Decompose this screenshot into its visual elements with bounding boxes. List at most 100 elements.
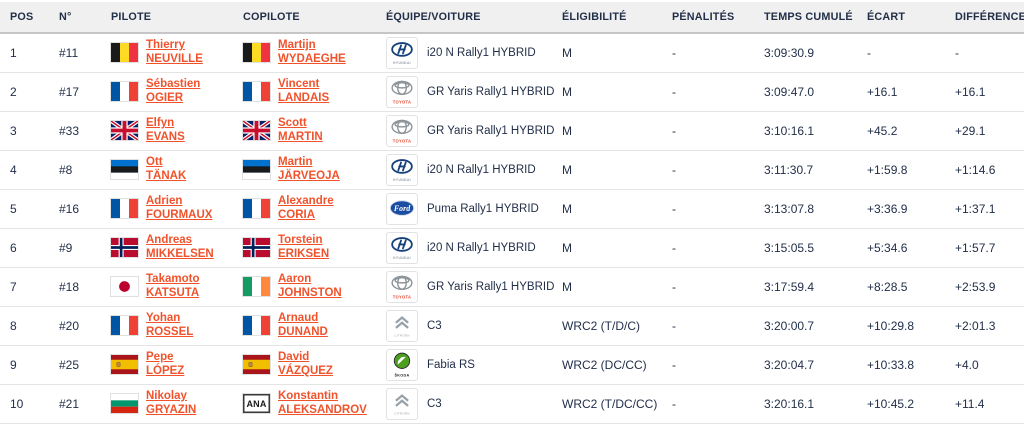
pilot-link[interactable]: Adrien FOURMAUX [146,195,212,222]
cumulative-time-cell: 3:20:16.1 [752,384,855,424]
pilot-link[interactable]: Nikolay GRYAZIN [146,390,196,417]
eligibility-value: M [562,45,572,60]
team-car-cell: HYUNDAI i20 N Rally1 HYBRID [374,150,550,190]
pilot-first-name: Adrien [146,195,183,207]
copilot-link[interactable]: Vincent LANDAIS [278,78,329,105]
car-number-cell: #33 [47,111,99,151]
copilot-link[interactable]: Martijn WYDAEGHE [278,39,346,66]
pilot-link[interactable]: Yohan ROSSEL [146,312,193,339]
difference-cell: +1:14.6 [943,150,1024,190]
gap-cell: +8:28.5 [855,267,943,307]
copilot-link[interactable]: Arnaud DUNAND [278,312,328,339]
penalties-value: - [672,396,676,411]
cumulative-time-cell: 3:10:16.1 [752,111,855,151]
table-row: 8 #20 Yohan ROSSEL Arnaud DUNAND C [0,306,1024,346]
cumulative-time-value: 3:11:30.7 [764,162,814,177]
pilot-link[interactable]: Takamoto KATSUTA [146,273,199,300]
copilot-flag-icon [243,82,270,101]
car-number-cell: #16 [47,189,99,229]
difference-cell: +4.0 [943,345,1024,385]
team-car-cell: HYUNDAI i20 N Rally1 HYBRID [374,228,550,268]
eligibility-value: WRC2 (T/D/C) [562,318,640,333]
eligibility-cell: M [550,111,660,151]
pilot-cell: Sébastien OGIER [99,72,231,112]
penalties-value: - [672,123,676,138]
cumulative-time-value: 3:09:30.9 [764,45,815,60]
pilot-last-name: NEUVILLE [146,52,203,65]
copilot-link[interactable]: David VÁZQUEZ [278,351,333,378]
copilot-link[interactable]: Konstantin ALEKSANDROV [278,390,367,417]
position-cell: 1 [0,33,47,73]
position-value: 2 [10,84,17,99]
gap-cell: +10:33.8 [855,345,943,385]
difference-cell: +11.4 [943,384,1024,424]
copilot-first-name: Martijn [278,39,316,52]
pilot-link[interactable]: Elfyn EVANS [146,117,185,144]
gap-cell: +3:36.9 [855,189,943,229]
pilot-cell: Pepe LÓPEZ [99,345,231,385]
cumulative-time-cell: 3:20:04.7 [752,345,855,385]
penalties-cell: - [660,267,752,307]
difference-value: +2:01.3 [955,318,996,333]
citroen-logo-icon: CITROËN [386,387,418,420]
team-car-cell: TOYOTA GR Yaris Rally1 HYBRID [374,267,554,307]
gap-cell: +1:59.8 [855,150,943,190]
car-number-value: #33 [59,123,80,138]
pilot-first-name: Sébastien [146,78,201,90]
car-number-value: #9 [59,240,73,255]
car-number-cell: #9 [47,228,99,268]
car-number-value: #11 [59,45,79,60]
copilot-last-name: ALEKSANDROV [278,403,367,416]
copilot-link[interactable]: Aaron JOHNSTON [278,273,342,300]
copilot-flag-icon [243,238,270,257]
copilot-link[interactable]: Scott MARTIN [278,117,323,144]
gap-value: +10:33.8 [867,357,915,372]
gap-value: +10:45.2 [867,396,915,411]
pilot-flag-icon [111,316,138,335]
car-number-cell: #25 [47,345,99,385]
pilot-link[interactable]: Sébastien OGIER [146,78,200,105]
pilot-first-name: Yohan [146,312,181,324]
pilot-cell: Adrien FOURMAUX [99,189,231,229]
cumulative-time-cell: 3:20:00.7 [752,306,855,346]
copilot-first-name: Alexandre [278,195,334,207]
pilot-link[interactable]: Pepe LÓPEZ [146,351,184,378]
svg-text:CITROËN: CITROËN [394,411,409,415]
cumulative-time-cell: 3:13:07.8 [752,189,855,229]
eligibility-cell: M [550,33,660,73]
eligibility-cell: M [550,189,660,229]
pilot-link[interactable]: Andreas MIKKELSEN [146,234,214,261]
position-cell: 7 [0,267,47,307]
difference-value: +16.1 [955,84,986,99]
copilot-link[interactable]: Alexandre CORIA [278,195,334,222]
svg-text:HYUNDAI: HYUNDAI [393,177,411,181]
position-cell: 4 [0,150,47,190]
position-value: 10 [10,396,24,411]
toyota-logo-icon: TOYOTA [386,270,418,303]
pilot-first-name: Pepe [146,351,174,363]
copilot-last-name: ERIKSEN [278,247,330,260]
position-cell: 9 [0,345,47,385]
pilot-link[interactable]: Ott TÄNAK [146,156,186,183]
pilot-flag-icon [111,43,138,63]
copilot-cell: Aaron JOHNSTON [231,267,374,307]
pilot-cell: Nikolay GRYAZIN [99,384,231,424]
pilot-link[interactable]: Thierry NEUVILLE [146,39,203,66]
difference-value: +29.1 [955,123,986,138]
table-row: 9 #25 Pepe LÓPEZ David VÁZQUEZ ŠKO [0,345,1024,385]
difference-cell: +16.1 [943,72,1024,112]
position-value: 6 [10,240,17,255]
table-row: 3 #33 Elfyn EVANS Scott MARTIN TOY [0,111,1024,151]
penalties-value: - [672,201,676,216]
hyundai-logo-icon: HYUNDAI [386,231,418,264]
copilot-flag-icon [243,355,270,374]
copilot-link[interactable]: Martin JÄRVEOJA [278,156,340,183]
copilot-flag-icon [243,43,270,63]
copilot-link[interactable]: Torstein ERIKSEN [278,234,329,261]
car-name: i20 N Rally1 HYBRID [427,46,536,59]
eligibility-value: M [562,240,572,255]
gap-cell: - [855,33,943,73]
pilot-flag-icon [111,121,138,140]
car-name: GR Yaris Rally1 HYBRID [427,85,555,98]
